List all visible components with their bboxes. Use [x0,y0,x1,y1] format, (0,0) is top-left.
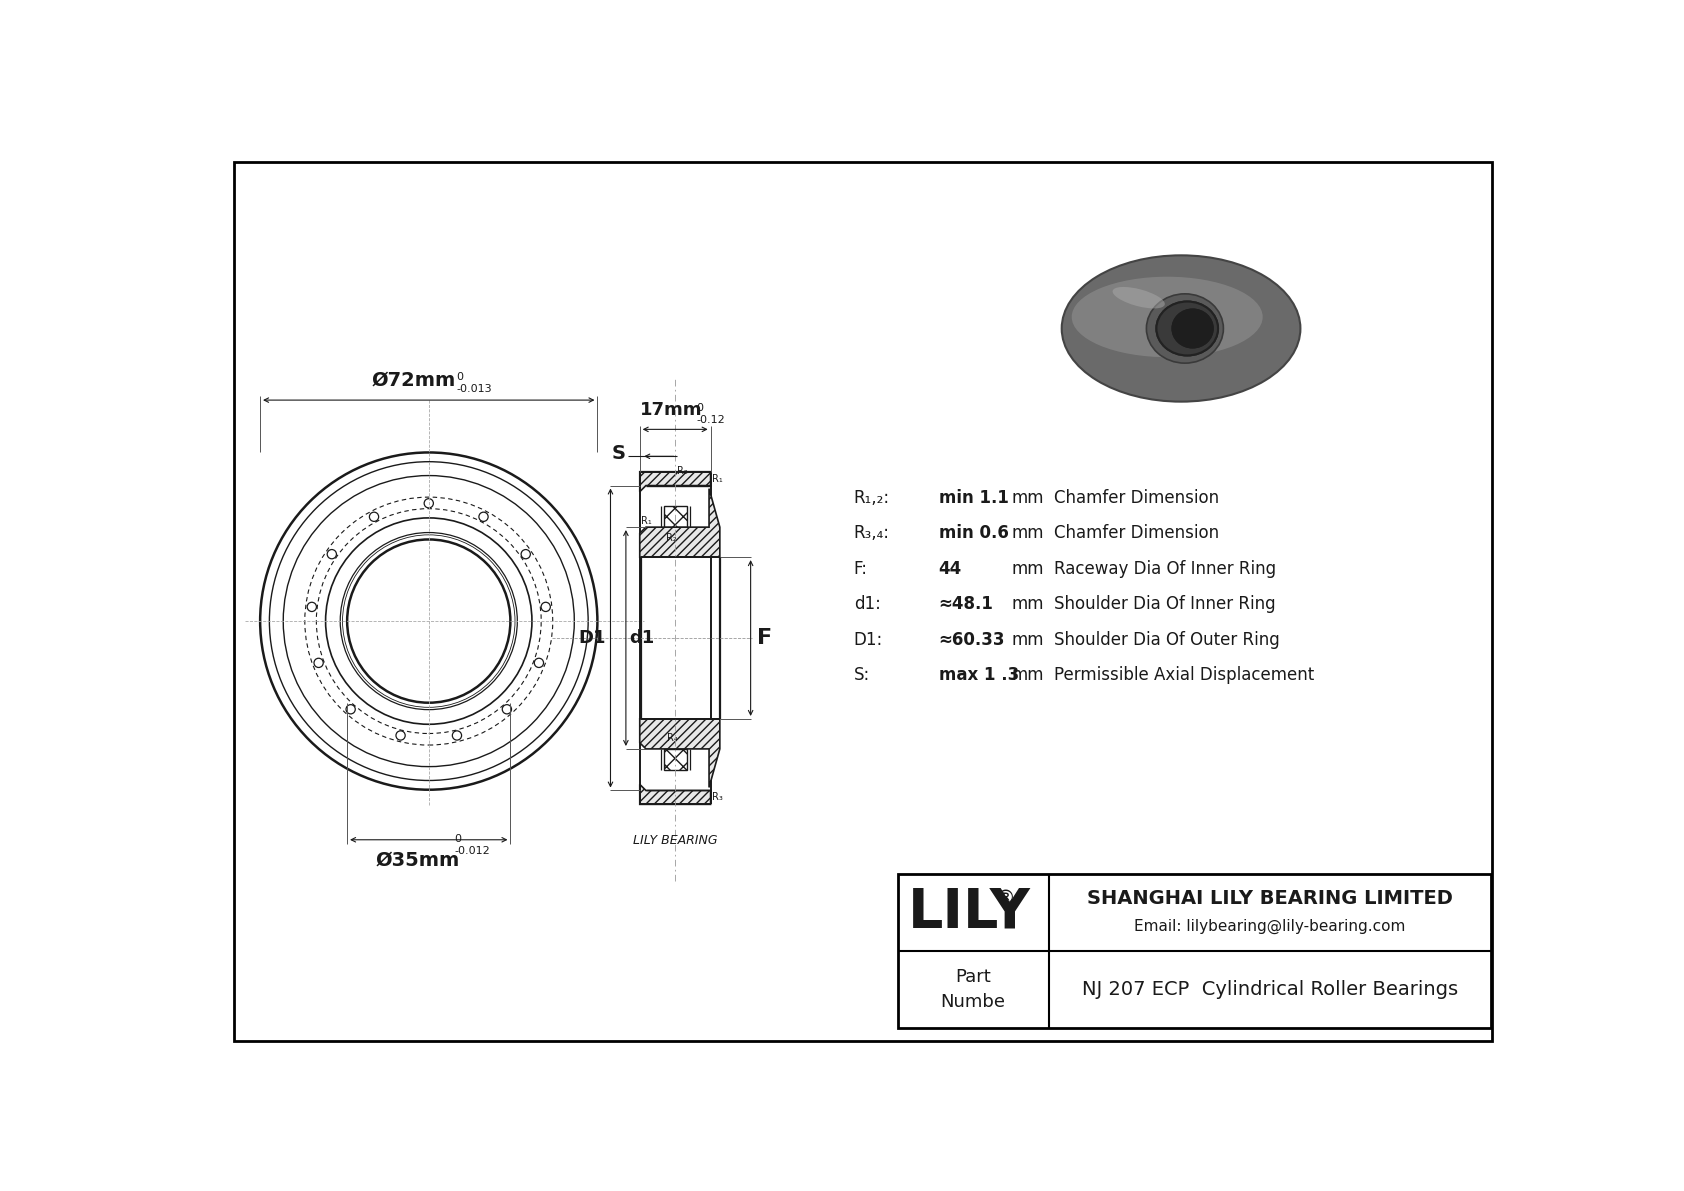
Ellipse shape [1157,301,1218,355]
Text: 0: 0 [456,373,463,382]
Text: S:: S: [854,666,871,684]
Text: F: F [756,628,771,648]
Text: D1: D1 [578,629,606,647]
Text: mm: mm [1012,596,1044,613]
Text: 17mm: 17mm [640,401,702,419]
Text: max 1 .3: max 1 .3 [938,666,1019,684]
Text: Shoulder Dia Of Outer Ring: Shoulder Dia Of Outer Ring [1054,630,1280,649]
Text: R₃,₄:: R₃,₄: [854,524,889,542]
Text: LILY: LILY [908,885,1031,940]
Text: -0.12: -0.12 [695,414,724,425]
Text: R₁: R₁ [712,474,722,484]
Text: R₁,₂:: R₁,₂: [854,488,889,507]
Text: min 1.1: min 1.1 [938,488,1009,507]
Text: Part
Numbe: Part Numbe [941,967,1005,1011]
Text: 0: 0 [695,404,702,413]
Text: R₃: R₃ [712,792,722,802]
Text: ≈60.33: ≈60.33 [938,630,1005,649]
Polygon shape [640,719,719,787]
Text: Shoulder Dia Of Inner Ring: Shoulder Dia Of Inner Ring [1054,596,1276,613]
Text: ®: ® [995,888,1015,908]
Bar [663,749,687,769]
Text: 0: 0 [455,835,461,844]
Text: NJ 207 ECP  Cylindrical Roller Bearings: NJ 207 ECP Cylindrical Roller Bearings [1081,980,1458,998]
Text: Ø72mm: Ø72mm [370,370,455,389]
Text: mm: mm [1012,560,1044,578]
Ellipse shape [1157,301,1218,355]
Text: S: S [611,444,626,463]
Polygon shape [640,488,719,557]
Polygon shape [640,472,711,492]
Text: mm: mm [1012,630,1044,649]
Ellipse shape [1071,276,1263,357]
Text: Permissible Axial Displacement: Permissible Axial Displacement [1054,666,1314,684]
Text: Chamfer Dimension: Chamfer Dimension [1054,524,1219,542]
Text: mm: mm [1012,488,1044,507]
Ellipse shape [1147,294,1223,363]
Text: D1:: D1: [854,630,882,649]
Text: R₁: R₁ [642,516,652,525]
Text: Ø35mm: Ø35mm [376,850,460,869]
Text: -0.012: -0.012 [455,846,490,856]
Ellipse shape [1061,255,1300,401]
Text: ≈48.1: ≈48.1 [938,596,994,613]
Text: -0.013: -0.013 [456,384,492,394]
Text: Raceway Dia Of Inner Ring: Raceway Dia Of Inner Ring [1054,560,1276,578]
Text: F:: F: [854,560,867,578]
Ellipse shape [1113,287,1165,308]
Text: min 0.6: min 0.6 [938,524,1009,542]
Bar [899,874,1492,1028]
Text: 44: 44 [938,560,962,578]
Text: d1: d1 [628,629,653,647]
Ellipse shape [1172,308,1214,349]
Text: SHANGHAI LILY BEARING LIMITED: SHANGHAI LILY BEARING LIMITED [1086,888,1453,908]
Bar [663,506,687,528]
Ellipse shape [1172,308,1214,349]
Text: mm: mm [1012,666,1044,684]
Text: R₂: R₂ [677,467,687,476]
Text: R₂: R₂ [665,534,677,543]
Text: LILY BEARING: LILY BEARING [633,834,717,847]
Text: Email: lilybearing@lily-bearing.com: Email: lilybearing@lily-bearing.com [1133,918,1404,934]
Text: d1:: d1: [854,596,881,613]
Text: mm: mm [1012,524,1044,542]
Polygon shape [640,785,711,804]
Text: R₄: R₄ [667,732,679,743]
Text: Chamfer Dimension: Chamfer Dimension [1054,488,1219,507]
